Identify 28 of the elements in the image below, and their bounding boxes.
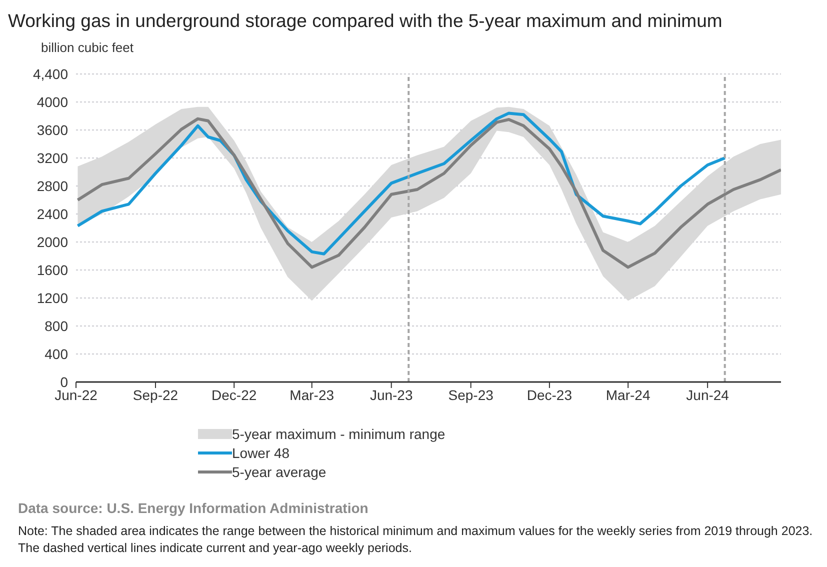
x-tick-label: Jun-23	[370, 386, 413, 403]
x-tick-label: Dec-22	[212, 386, 257, 403]
y-tick-label: 400	[44, 346, 68, 362]
y-tick-label: 3600	[36, 122, 68, 138]
x-tick-label: Sep-22	[132, 386, 178, 403]
y-tick-label: 2000	[36, 234, 68, 250]
y-tick-label: 1200	[36, 290, 68, 306]
y-tick-label: 4000	[36, 94, 68, 110]
x-tick-label: Dec-23	[526, 386, 572, 403]
line-series	[76, 112, 726, 256]
source-note: Data source: U.S. Energy Information Administration	[18, 500, 370, 517]
y-tick-label: 4,400	[32, 66, 68, 82]
y-tick-label: 1600	[36, 262, 68, 278]
chart-title: Working gas in underground storage compared with the 5-year maximum and minimum	[8, 10, 722, 32]
x-tick-label: Mar-24	[606, 386, 650, 403]
y-tick-label: 800	[44, 318, 68, 334]
y-tick-label: 3200	[36, 150, 68, 166]
y-axis-title: billion cubic feet	[41, 40, 134, 55]
line-series	[76, 117, 781, 269]
x-tick-label: Mar-23	[290, 386, 334, 403]
y-tick-label: 2800	[36, 178, 68, 194]
x-tick-label: Sep-23	[448, 386, 494, 403]
legend-label: 5-year average	[232, 464, 326, 480]
y-tick-label: 2400	[36, 206, 68, 222]
text: Note: The shaded area indicates the range between the historical minimum and maximum values for the weekly series from 2019 through 2023. The dashed vertical lines indicate current and year-ago weekly periods.	[18, 523, 814, 557]
text: 5-year maximum - minimum range	[232, 426, 446, 442]
legend-label: Lower 48	[232, 444, 290, 460]
x-tick-label: Jun-24	[686, 386, 730, 403]
